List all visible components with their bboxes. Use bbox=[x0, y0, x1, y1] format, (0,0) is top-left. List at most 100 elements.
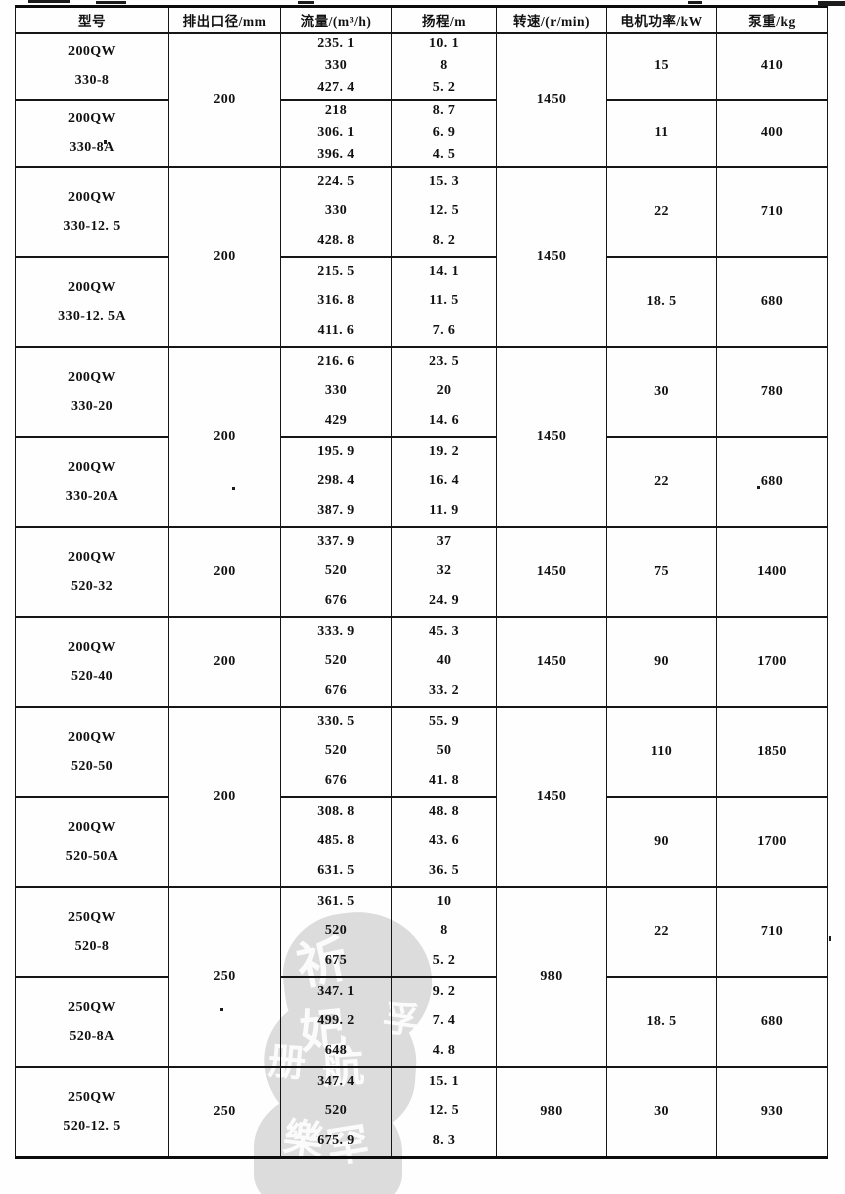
flow-value: 235. 1 bbox=[317, 36, 355, 52]
cell-speed: 1450 bbox=[496, 345, 607, 528]
flow-value: 676 bbox=[324, 682, 348, 698]
model-line: 200QW bbox=[68, 819, 116, 835]
head-value: 8. 7 bbox=[432, 103, 456, 119]
cell-weight: 1400 bbox=[716, 525, 828, 618]
spec-row: 200QW 520-32 200 337. 9 520 676 37 32 24… bbox=[15, 525, 828, 618]
head-value: 32 bbox=[436, 563, 452, 579]
model-line: 520-50A bbox=[65, 848, 119, 864]
model-line: 330-8 bbox=[74, 73, 110, 88]
head-value: 23. 5 bbox=[429, 354, 459, 370]
cell-flow: 216. 6 330 429 bbox=[280, 345, 392, 438]
head-value: 9. 2 bbox=[432, 984, 456, 1000]
cell-bore: 250 bbox=[168, 885, 281, 1068]
model-line: 200QW bbox=[68, 189, 116, 205]
flow-value: 337. 9 bbox=[317, 534, 355, 550]
model-line: 200QW bbox=[68, 111, 116, 126]
flow-value: 676 bbox=[324, 592, 348, 608]
head-value: 41. 8 bbox=[429, 772, 459, 788]
header-model: 型号 bbox=[15, 5, 169, 34]
model-line: 200QW bbox=[68, 279, 116, 295]
head-value: 8 bbox=[440, 923, 448, 939]
head-value: 6. 9 bbox=[432, 124, 456, 140]
model-line: 200QW bbox=[68, 549, 116, 565]
flow-value: 675. 9 bbox=[317, 1132, 355, 1148]
cell-power: 110 bbox=[606, 705, 717, 798]
head-value: 24. 9 bbox=[429, 592, 459, 608]
cell-power: 90 bbox=[606, 615, 717, 708]
flow-value: 316. 8 bbox=[317, 293, 355, 309]
flow-value: 330 bbox=[324, 383, 348, 399]
flow-value: 648 bbox=[324, 1042, 348, 1058]
cell-model: 200QW 330-8 bbox=[15, 31, 169, 101]
cell-flow: 330. 5 520 676 bbox=[280, 705, 392, 798]
head-value: 7. 4 bbox=[432, 1013, 456, 1029]
cell-power: 11 bbox=[606, 98, 717, 168]
model-line: 250QW bbox=[68, 1089, 116, 1105]
cell-bore: 200 bbox=[168, 615, 281, 708]
flow-value: 676 bbox=[324, 772, 348, 788]
head-value: 50 bbox=[436, 743, 452, 759]
model-line: 520-50 bbox=[70, 758, 114, 774]
flow-value: 361. 5 bbox=[317, 894, 355, 910]
cell-model: 200QW 330-20A bbox=[15, 435, 169, 528]
flow-value: 520 bbox=[324, 563, 348, 579]
cell-flow: 333. 9 520 676 bbox=[280, 615, 392, 708]
flow-value: 347. 4 bbox=[317, 1074, 355, 1090]
cell-weight: 780 bbox=[716, 345, 828, 438]
cell-head: 14. 1 11. 5 7. 6 bbox=[391, 255, 497, 348]
head-value: 43. 6 bbox=[429, 833, 459, 849]
scan-artifact bbox=[688, 1, 702, 4]
scan-artifact bbox=[818, 1, 845, 6]
cell-head: 23. 5 20 14. 6 bbox=[391, 345, 497, 438]
cell-weight: 400 bbox=[716, 98, 828, 168]
model-line: 330-20A bbox=[65, 488, 119, 504]
flow-value: 387. 9 bbox=[317, 502, 355, 518]
cell-model: 200QW 330-12. 5A bbox=[15, 255, 169, 348]
header-flow: 流量/(m³/h) bbox=[280, 5, 392, 34]
cell-head: 55. 9 50 41. 8 bbox=[391, 705, 497, 798]
cell-speed: 1450 bbox=[496, 165, 607, 348]
cell-model: 200QW 520-32 bbox=[15, 525, 169, 618]
scan-artifact bbox=[220, 1008, 223, 1011]
model-line: 250QW bbox=[68, 909, 116, 925]
flow-value: 330. 5 bbox=[317, 714, 355, 730]
head-value: 8. 3 bbox=[432, 1132, 456, 1148]
cell-flow: 224. 5 330 428. 8 bbox=[280, 165, 392, 258]
cell-bore: 200 bbox=[168, 525, 281, 618]
cell-head: 48. 8 43. 6 36. 5 bbox=[391, 795, 497, 888]
header-power: 电机功率/kW bbox=[606, 5, 717, 34]
cell-speed: 1450 bbox=[496, 705, 607, 888]
cell-flow: 218 306. 1 396. 4 bbox=[280, 98, 392, 168]
cell-speed: 980 bbox=[496, 885, 607, 1068]
head-value: 48. 8 bbox=[429, 804, 459, 820]
cell-head: 45. 3 40 33. 2 bbox=[391, 615, 497, 708]
flow-value: 427. 4 bbox=[317, 79, 355, 95]
flow-value: 333. 9 bbox=[317, 624, 355, 640]
header-row: 型号 排出口径/mm 流量/(m³/h) 扬程/m 转速/(r/min) 电机功… bbox=[15, 5, 828, 34]
flow-value: 520 bbox=[324, 743, 348, 759]
scan-artifact bbox=[829, 936, 831, 941]
scan-artifact bbox=[757, 486, 760, 489]
flow-value: 308. 8 bbox=[317, 804, 355, 820]
cell-bore: 200 bbox=[168, 165, 281, 348]
head-value: 40 bbox=[436, 653, 452, 669]
flow-value: 631. 5 bbox=[317, 862, 355, 878]
flow-value: 520 bbox=[324, 1103, 348, 1119]
head-value: 16. 4 bbox=[429, 473, 459, 489]
cell-weight: 680 bbox=[716, 435, 828, 528]
cell-weight: 710 bbox=[716, 165, 828, 258]
head-value: 14. 1 bbox=[429, 264, 459, 280]
model-line: 520-40 bbox=[70, 668, 114, 684]
cell-model: 200QW 520-40 bbox=[15, 615, 169, 708]
spec-row: 250QW 520-8 250 361. 5 520 675 10 8 5. 2 bbox=[15, 885, 828, 1068]
model-line: 330-8A bbox=[69, 140, 115, 155]
flow-value: 499. 2 bbox=[317, 1013, 355, 1029]
model-line: 330-20 bbox=[70, 398, 114, 414]
head-value: 11. 9 bbox=[429, 502, 459, 518]
cell-power: 18. 5 bbox=[606, 255, 717, 348]
scan-artifact bbox=[28, 0, 70, 3]
model-line: 250QW bbox=[68, 999, 116, 1015]
cell-head: 15. 3 12. 5 8. 2 bbox=[391, 165, 497, 258]
cell-weight: 930 bbox=[716, 1065, 828, 1158]
flow-value: 215. 5 bbox=[317, 264, 355, 280]
